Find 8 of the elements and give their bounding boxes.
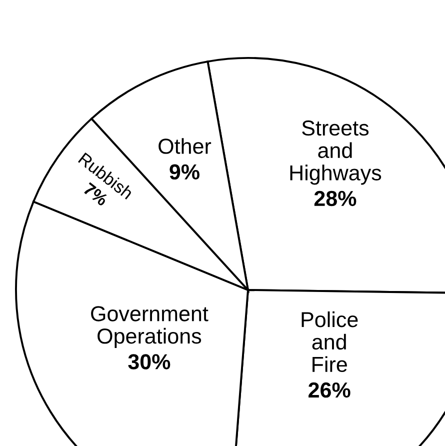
slice-label: Streets and Highways [290, 120, 382, 185]
data-label: 9% [170, 164, 200, 180]
data-label: 28% [314, 190, 356, 206]
slice-label: Government Operations [91, 306, 208, 348]
slice-label: Other [158, 138, 212, 154]
data-label: 26% [308, 382, 350, 398]
slice-label: Police and Fire [302, 311, 358, 372]
data-label: 30% [128, 354, 170, 370]
